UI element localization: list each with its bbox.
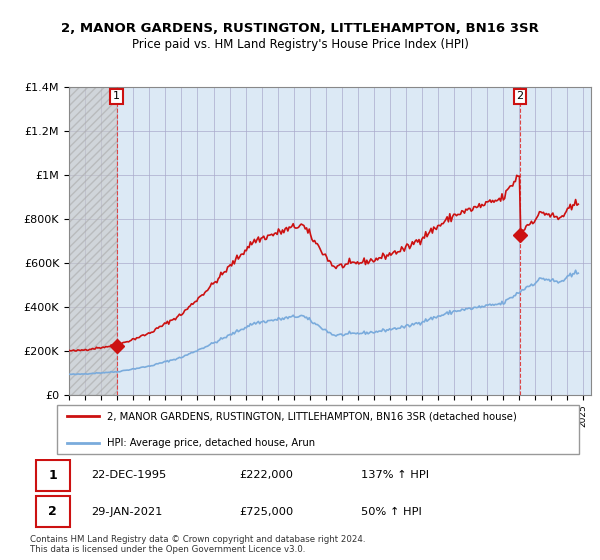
Text: 137% ↑ HPI: 137% ↑ HPI xyxy=(361,470,430,480)
Text: 2, MANOR GARDENS, RUSTINGTON, LITTLEHAMPTON, BN16 3SR (detached house): 2, MANOR GARDENS, RUSTINGTON, LITTLEHAMP… xyxy=(107,412,517,422)
Text: 22-DEC-1995: 22-DEC-1995 xyxy=(91,470,166,480)
Text: 29-JAN-2021: 29-JAN-2021 xyxy=(91,507,162,517)
Text: £222,000: £222,000 xyxy=(240,470,294,480)
FancyBboxPatch shape xyxy=(56,405,580,454)
Text: 1: 1 xyxy=(113,91,120,101)
Text: 2, MANOR GARDENS, RUSTINGTON, LITTLEHAMPTON, BN16 3SR: 2, MANOR GARDENS, RUSTINGTON, LITTLEHAMP… xyxy=(61,22,539,35)
Text: 50% ↑ HPI: 50% ↑ HPI xyxy=(361,507,422,517)
Text: Price paid vs. HM Land Registry's House Price Index (HPI): Price paid vs. HM Land Registry's House … xyxy=(131,38,469,51)
Bar xyxy=(69,87,117,395)
Text: 2: 2 xyxy=(517,91,524,101)
Text: Contains HM Land Registry data © Crown copyright and database right 2024.
This d: Contains HM Land Registry data © Crown c… xyxy=(30,535,365,554)
Text: 1: 1 xyxy=(48,469,57,482)
Text: HPI: Average price, detached house, Arun: HPI: Average price, detached house, Arun xyxy=(107,438,315,448)
FancyBboxPatch shape xyxy=(35,460,70,491)
Text: £725,000: £725,000 xyxy=(240,507,294,517)
FancyBboxPatch shape xyxy=(35,496,70,527)
Text: 2: 2 xyxy=(48,505,57,518)
